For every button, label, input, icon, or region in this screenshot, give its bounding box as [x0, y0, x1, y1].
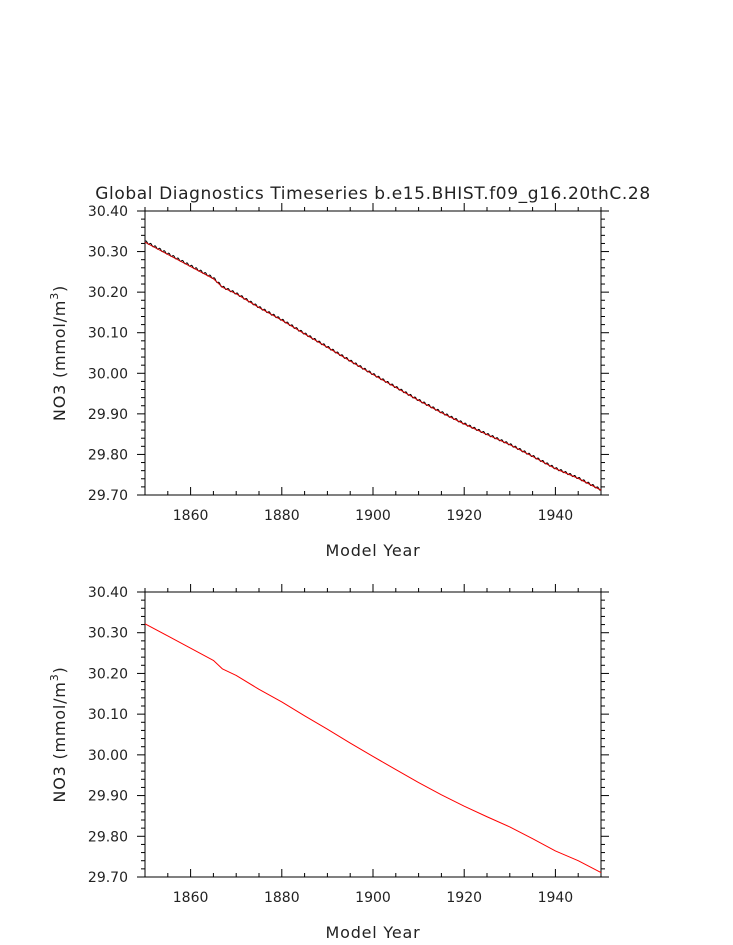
y-tick-label: 30.30: [88, 245, 128, 261]
plot-frame: [144, 210, 602, 496]
y-tick-label: 29.90: [88, 789, 128, 805]
y-axis-title-superscript: 3: [48, 673, 61, 681]
y-tick-label: 29.70: [88, 870, 128, 886]
chart-panel-1: Global Diagnostics Timeseries b.e15.BHIS…: [48, 184, 650, 560]
y-tick-label: 30.00: [88, 748, 128, 764]
x-tick-label: 1880: [264, 508, 300, 524]
y-axis-title-superscript: 3: [48, 292, 61, 300]
series-line-1: [144, 623, 602, 873]
y-tick-label: 30.20: [88, 666, 128, 682]
x-tick-label: 1900: [355, 890, 391, 906]
y-tick-label: 30.40: [88, 204, 128, 220]
plot-frame: [144, 591, 602, 878]
y-tick-label: 30.40: [88, 585, 128, 601]
y-tick-label: 30.00: [88, 366, 128, 382]
y-tick-label: 30.30: [88, 626, 128, 642]
y-tick-label: 29.80: [88, 829, 128, 845]
x-axis-title: Model Year: [326, 923, 421, 942]
x-axis-title: Model Year: [326, 541, 421, 560]
series-line-2: [144, 241, 602, 491]
x-tick-label: 1880: [264, 890, 300, 906]
y-tick-label: 29.70: [88, 488, 128, 504]
y-tick-label: 30.10: [88, 707, 128, 723]
x-tick-label: 1940: [538, 508, 574, 524]
x-tick-label: 1860: [173, 890, 209, 906]
y-axis-title-close: ): [50, 666, 69, 673]
y-tick-label: 30.10: [88, 326, 128, 342]
y-tick-label: 29.90: [88, 407, 128, 423]
y-tick-label: 29.80: [88, 447, 128, 463]
x-tick-label: 1900: [355, 508, 391, 524]
x-tick-label: 1920: [446, 508, 482, 524]
y-axis-title: NO3 (mmol/m3): [48, 285, 69, 421]
x-tick-label: 1920: [446, 890, 482, 906]
y-tick-label: 30.20: [88, 285, 128, 301]
chart-panel-2: 1860 1880 1900 1920 1940 30.40 30.30 30.20 30.10…: [48, 584, 609, 942]
y-axis-title-text: NO3 (mmol/m: [50, 300, 69, 421]
x-tick-label: 1940: [538, 890, 574, 906]
x-tick-label: 1860: [173, 508, 209, 524]
y-axis-title-close: ): [50, 285, 69, 292]
y-axis-title-text: NO3 (mmol/m: [50, 681, 69, 802]
chart-title: Global Diagnostics Timeseries b.e15.BHIS…: [95, 184, 650, 204]
y-axis-title: NO3 (mmol/m3): [48, 666, 69, 802]
